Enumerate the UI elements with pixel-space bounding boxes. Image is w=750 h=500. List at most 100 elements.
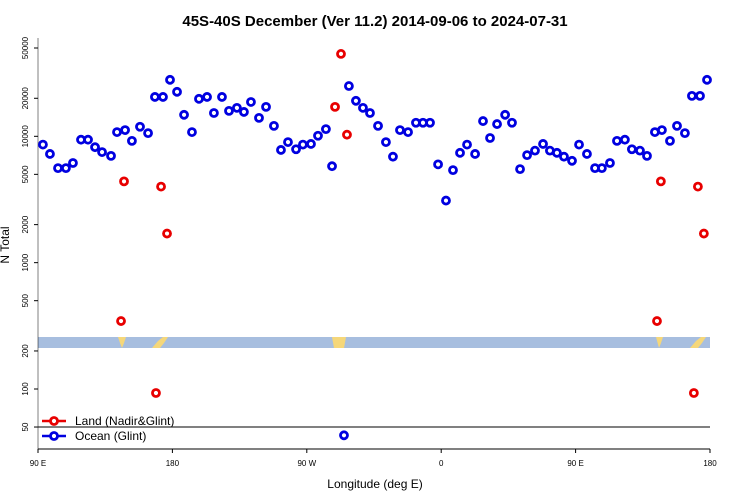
point	[119, 176, 129, 187]
point	[61, 163, 71, 174]
map-strip	[38, 337, 710, 348]
point	[522, 150, 532, 161]
point	[433, 159, 443, 170]
point	[642, 150, 652, 161]
x-axis-label: Longitude (deg E)	[327, 477, 422, 491]
point	[321, 124, 331, 135]
x-tick-label: 90 W	[297, 459, 316, 468]
point	[97, 147, 107, 157]
point	[172, 86, 182, 97]
point	[381, 137, 391, 147]
point	[693, 181, 703, 192]
point	[261, 101, 271, 112]
point	[605, 158, 615, 168]
point	[330, 101, 340, 112]
point	[688, 388, 699, 398]
point	[358, 102, 368, 113]
point	[515, 164, 525, 175]
point	[507, 117, 517, 128]
point	[106, 150, 116, 161]
point	[116, 316, 126, 326]
point	[478, 116, 488, 126]
x-tick-label: 90 E	[30, 459, 46, 468]
point	[327, 161, 337, 172]
point	[403, 127, 413, 137]
point	[596, 163, 607, 174]
point	[538, 139, 548, 149]
point	[388, 151, 398, 162]
y-axis-label: N Total	[0, 226, 12, 263]
point	[246, 97, 256, 107]
land-shape	[152, 337, 168, 348]
point	[291, 144, 301, 155]
point	[344, 81, 354, 91]
point	[336, 49, 346, 59]
y-tick-label: 50	[21, 422, 30, 431]
point	[470, 149, 480, 159]
point	[224, 105, 234, 116]
point	[83, 134, 93, 145]
point	[313, 130, 323, 141]
land-shape	[118, 337, 126, 348]
point	[425, 117, 435, 128]
point	[90, 142, 100, 153]
point	[239, 107, 249, 117]
y-tick-label: 20000	[21, 87, 30, 110]
point	[143, 128, 153, 139]
point	[559, 151, 569, 162]
land-shape	[332, 337, 346, 348]
point	[695, 90, 705, 101]
point	[574, 139, 584, 150]
point	[283, 137, 293, 147]
legend-marker	[49, 431, 59, 441]
point	[698, 228, 709, 239]
point	[365, 108, 375, 118]
point	[373, 120, 383, 131]
point	[619, 134, 630, 145]
point	[68, 158, 78, 168]
point	[165, 74, 175, 85]
point	[187, 127, 197, 137]
y-tick-label: 100	[21, 382, 30, 396]
point	[441, 195, 451, 206]
land-shape	[656, 337, 663, 348]
point	[156, 181, 166, 192]
point	[635, 145, 645, 156]
point	[665, 135, 675, 146]
x-tick-label: 90 E	[567, 459, 583, 468]
point	[552, 147, 562, 158]
point	[339, 430, 349, 441]
point	[455, 147, 465, 158]
point	[269, 120, 279, 131]
point	[485, 133, 495, 143]
y-tick-label: 500	[21, 293, 30, 307]
point	[657, 125, 667, 135]
point	[38, 139, 48, 150]
land-shape	[690, 337, 706, 348]
point	[672, 120, 682, 131]
point	[582, 149, 592, 159]
point	[179, 109, 189, 120]
point	[120, 125, 130, 135]
point	[202, 92, 212, 102]
point	[158, 92, 168, 102]
y-tick-label: 200	[21, 344, 30, 358]
point	[254, 112, 264, 123]
point	[342, 129, 352, 140]
point	[135, 121, 145, 132]
point	[127, 135, 137, 146]
point	[194, 93, 204, 104]
y-tick-label: 1000	[21, 253, 30, 271]
x-tick-label: 180	[703, 459, 717, 468]
point	[151, 388, 161, 398]
x-tick-label: 0	[439, 459, 444, 468]
y-tick-label: 5000	[21, 165, 30, 183]
point	[492, 119, 502, 129]
point	[462, 139, 472, 150]
point	[45, 149, 55, 159]
point	[232, 102, 242, 113]
point	[655, 176, 666, 187]
point	[680, 128, 690, 139]
